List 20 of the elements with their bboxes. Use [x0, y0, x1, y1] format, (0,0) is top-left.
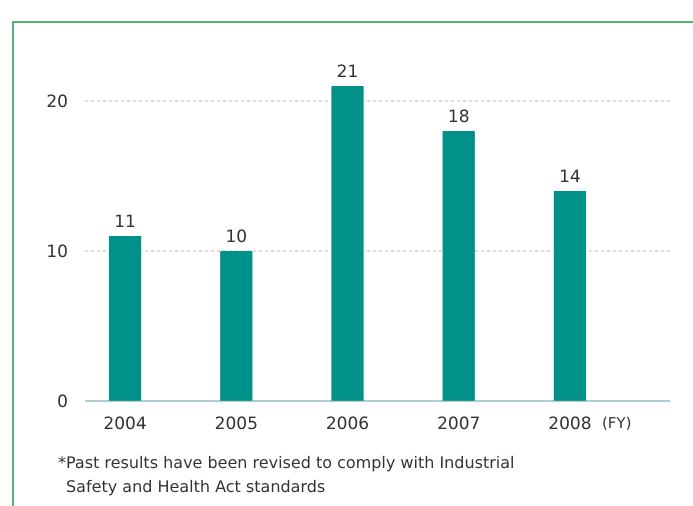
bar [442, 131, 475, 401]
bar [554, 191, 586, 401]
x-tick-label: 2004 [103, 414, 147, 434]
y-tick-label: 20 [46, 92, 68, 112]
data-label: 14 [559, 167, 581, 187]
bar [331, 86, 364, 401]
x-tick-label: 2008 [548, 414, 592, 434]
data-label: 10 [225, 227, 248, 247]
x-axis-title: (FY) [602, 414, 632, 432]
x-tick-label: 2006 [326, 414, 370, 434]
data-label: 11 [114, 212, 136, 232]
x-tick-label: 2005 [214, 414, 258, 434]
data-label: 21 [336, 62, 358, 82]
text: *Past results have been revised to comply with Industrial Safety and Health Act standards [58, 453, 514, 496]
y-tick-label: 10 [46, 242, 68, 262]
bar [108, 236, 142, 401]
x-tick-label: 2007 [437, 414, 480, 434]
y-tick-label: 0 [57, 392, 68, 412]
bar [220, 251, 252, 401]
data-label: 18 [448, 107, 470, 127]
